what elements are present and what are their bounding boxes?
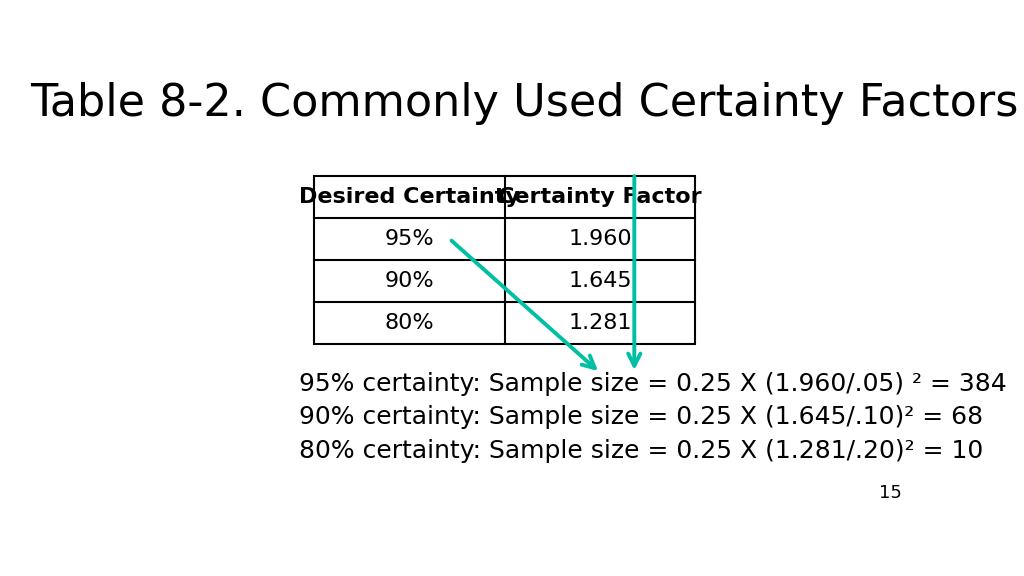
Text: 1.281: 1.281 bbox=[568, 313, 632, 333]
Text: 80% certainty: Sample size = 0.25 X (1.281/.20)² = 10: 80% certainty: Sample size = 0.25 X (1.2… bbox=[299, 438, 983, 463]
Text: Table 8-2. Commonly Used Certainty Factors: Table 8-2. Commonly Used Certainty Facto… bbox=[31, 82, 1019, 126]
Text: 90% certainty: Sample size = 0.25 X (1.645/.10)² = 68: 90% certainty: Sample size = 0.25 X (1.6… bbox=[299, 406, 983, 429]
Text: Desired Certainty: Desired Certainty bbox=[299, 187, 520, 207]
Text: 95% certainty: Sample size = 0.25 X (1.960/.05) ² = 384: 95% certainty: Sample size = 0.25 X (1.9… bbox=[299, 372, 1007, 396]
Text: 80%: 80% bbox=[385, 313, 434, 333]
Text: 95%: 95% bbox=[385, 229, 434, 249]
Text: 1.960: 1.960 bbox=[568, 229, 632, 249]
Text: 1.645: 1.645 bbox=[568, 271, 632, 291]
Text: 15: 15 bbox=[879, 484, 902, 502]
Text: Certainty Factor: Certainty Factor bbox=[499, 187, 702, 207]
Bar bbox=[314, 176, 695, 344]
Text: 90%: 90% bbox=[385, 271, 434, 291]
